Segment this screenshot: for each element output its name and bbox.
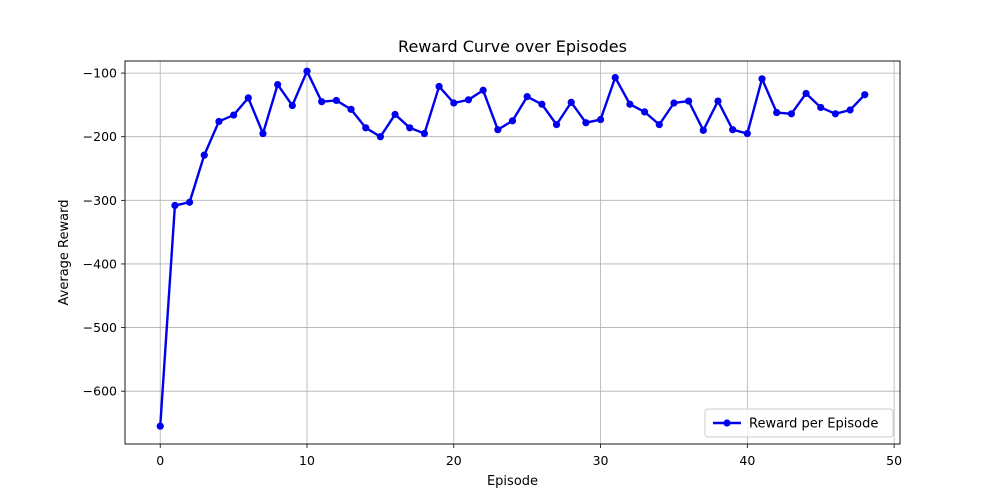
x-tick-label: 50	[886, 453, 902, 468]
data-point	[626, 100, 634, 108]
data-point	[479, 86, 487, 94]
data-point	[332, 96, 340, 105]
data-point	[787, 110, 795, 118]
data-point	[582, 119, 590, 127]
data-point	[802, 89, 810, 98]
data-point	[552, 121, 561, 129]
data-point	[508, 117, 517, 125]
y-axis-label: Average Reward	[57, 200, 72, 306]
x-tick-label: 20	[446, 453, 462, 468]
data-point	[567, 98, 575, 106]
y-tick-label: −400	[83, 256, 117, 271]
y-tick-label: −100	[83, 66, 117, 81]
data-point	[670, 99, 678, 107]
data-point	[244, 94, 252, 102]
data-point	[773, 108, 781, 117]
y-axis: −600 −500 −400 −300 −200 −100	[83, 66, 125, 399]
data-point	[376, 133, 384, 141]
data-point	[215, 117, 223, 126]
data-point	[230, 111, 238, 119]
data-point	[362, 124, 370, 132]
x-tick-label: 0	[156, 453, 164, 468]
data-point	[846, 106, 854, 114]
data-point	[274, 80, 282, 89]
x-tick-label: 10	[299, 453, 315, 468]
data-point	[714, 97, 722, 105]
series-layer	[156, 67, 869, 430]
data-point	[538, 100, 546, 108]
data-point	[523, 93, 531, 101]
legend-marker-swatch	[723, 419, 731, 427]
x-tick-label: 40	[739, 453, 755, 468]
data-point	[420, 129, 429, 138]
y-tick-label: −500	[83, 320, 117, 335]
data-point	[861, 91, 869, 99]
legend-box	[704, 408, 894, 438]
legend-entry: Reward per Episode	[749, 417, 878, 432]
data-point	[729, 126, 737, 134]
data-point	[406, 124, 414, 132]
data-point	[450, 99, 458, 107]
data-point	[259, 129, 267, 138]
data-point	[435, 82, 443, 91]
data-point	[171, 201, 179, 210]
data-point	[185, 198, 194, 206]
y-tick-label: −300	[83, 193, 117, 208]
data-point	[758, 75, 766, 83]
data-point	[156, 422, 164, 430]
chart-title: Reward Curve over Episodes	[398, 37, 627, 56]
data-point	[655, 121, 663, 129]
data-point	[817, 103, 825, 112]
legend: Reward per Episode	[704, 408, 894, 438]
data-point	[391, 110, 399, 119]
data-point	[641, 108, 649, 116]
data-point	[347, 105, 355, 113]
grid-lines	[125, 61, 900, 444]
data-point	[743, 129, 751, 138]
data-point	[318, 98, 326, 106]
plot-frame	[124, 60, 901, 445]
y-tick-label: −600	[83, 384, 117, 399]
data-point	[685, 97, 693, 105]
data-point	[831, 110, 840, 118]
x-axis-label: Episode	[487, 474, 538, 489]
data-point	[494, 126, 502, 134]
data-point	[303, 67, 311, 75]
data-point	[200, 151, 208, 159]
data-point	[699, 126, 707, 134]
data-point	[611, 73, 619, 82]
data-point	[288, 101, 296, 110]
data-point	[464, 96, 473, 104]
data-point	[596, 115, 605, 124]
y-tick-label: −200	[83, 129, 117, 144]
x-tick-label: 30	[593, 453, 609, 468]
x-axis: 0 10 20 30 40 50	[156, 444, 902, 468]
